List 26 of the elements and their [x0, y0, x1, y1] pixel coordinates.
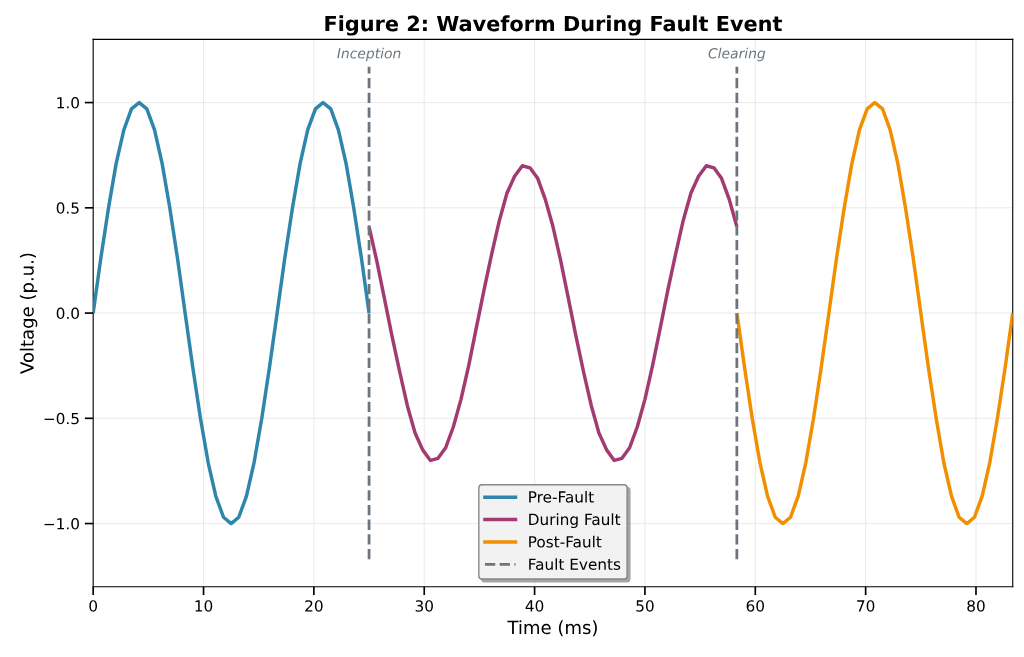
x-tick-label: 30 — [415, 600, 433, 612]
y-tick-label: −1.0 — [44, 518, 79, 530]
annotation: Clearing — [708, 47, 766, 62]
line-series — [735, 100, 1013, 526]
x-tick-label: 20 — [305, 600, 323, 612]
legend-label: Fault Events — [529, 558, 621, 570]
legend-label: Pre-Fault — [529, 490, 594, 503]
x-tick-label: 50 — [636, 600, 654, 612]
x-tick-label: 60 — [746, 600, 764, 612]
line-series — [93, 100, 371, 526]
x-tick-label: 80 — [967, 600, 985, 612]
legend-label: During Fault — [529, 513, 621, 529]
x-tick-label: 70 — [857, 600, 875, 612]
y-tick-label: 0.0 — [56, 307, 79, 320]
line-series — [367, 163, 739, 463]
x-tick-label: 10 — [195, 600, 213, 612]
y-tick-label: −0.5 — [44, 412, 79, 425]
legend-label: Post-Fault — [529, 535, 602, 548]
x-tick-label: 0 — [89, 600, 98, 612]
y-tick-label: 0.5 — [56, 202, 79, 214]
y-tick-label: 1.0 — [57, 97, 79, 109]
y-axis-title: Voltage (p.u.) — [19, 253, 38, 374]
x-tick-label: 40 — [525, 600, 544, 612]
x-axis-title: Time (ms) — [507, 620, 597, 637]
chart-title: Figure 2: Waveform During Fault Event — [325, 15, 782, 36]
annotation: Inception — [337, 47, 401, 62]
